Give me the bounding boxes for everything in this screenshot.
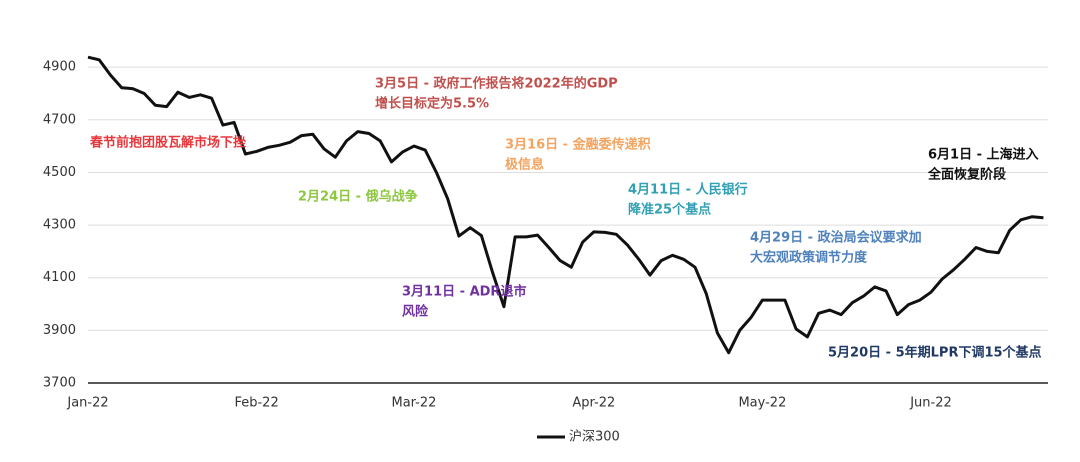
y-tick-label: 4700 xyxy=(43,112,76,127)
annotation: 4月11日 - 人民银行 xyxy=(628,182,748,198)
y-tick-label: 3700 xyxy=(43,376,76,391)
annotation: 极信息 xyxy=(505,157,544,173)
x-tick-label: Mar-22 xyxy=(391,396,436,411)
legend-label: 沪深300 xyxy=(569,429,620,445)
y-tick-label: 4500 xyxy=(43,165,76,180)
y-tick-label: 3900 xyxy=(43,323,76,338)
annotation: 全面恢复阶段 xyxy=(927,167,1006,183)
series-line xyxy=(87,55,1044,355)
annotation: 降准25个基点 xyxy=(628,202,711,218)
y-tick-label: 4900 xyxy=(43,60,76,75)
x-tick-label: Jun-22 xyxy=(909,396,952,411)
annotation: 4月29日 - 政治局会议要求加 xyxy=(750,230,922,246)
x-tick-label: Jan-22 xyxy=(66,396,108,411)
annotation: 春节前抱团股瓦解市场下挫 xyxy=(89,135,246,151)
annotation: 6月1日 - 上海进入 xyxy=(928,147,1039,163)
annotation: 3月5日 - 政府工作报告将2022年的GDP xyxy=(375,76,618,92)
x-tick-label: Feb-22 xyxy=(234,396,278,411)
annotation: 风险 xyxy=(402,304,429,320)
annotation: 3月16日 - 金融委传递积 xyxy=(505,137,651,153)
annotation: 3月11日 - ADR退市 xyxy=(402,284,526,300)
annotation: 5月20日 - 5年期LPR下调15个基点 xyxy=(828,345,1042,361)
x-tick-label: Apr-22 xyxy=(572,396,615,411)
annotation: 增长目标定为5.5% xyxy=(375,96,489,112)
y-tick-label: 4300 xyxy=(43,218,76,233)
annotation: 大宏观政策调节力度 xyxy=(750,250,868,266)
annotation: 2月24日 - 俄乌战争 xyxy=(298,189,418,205)
y-tick-label: 4100 xyxy=(43,270,76,285)
x-tick-label: May-22 xyxy=(738,396,786,411)
